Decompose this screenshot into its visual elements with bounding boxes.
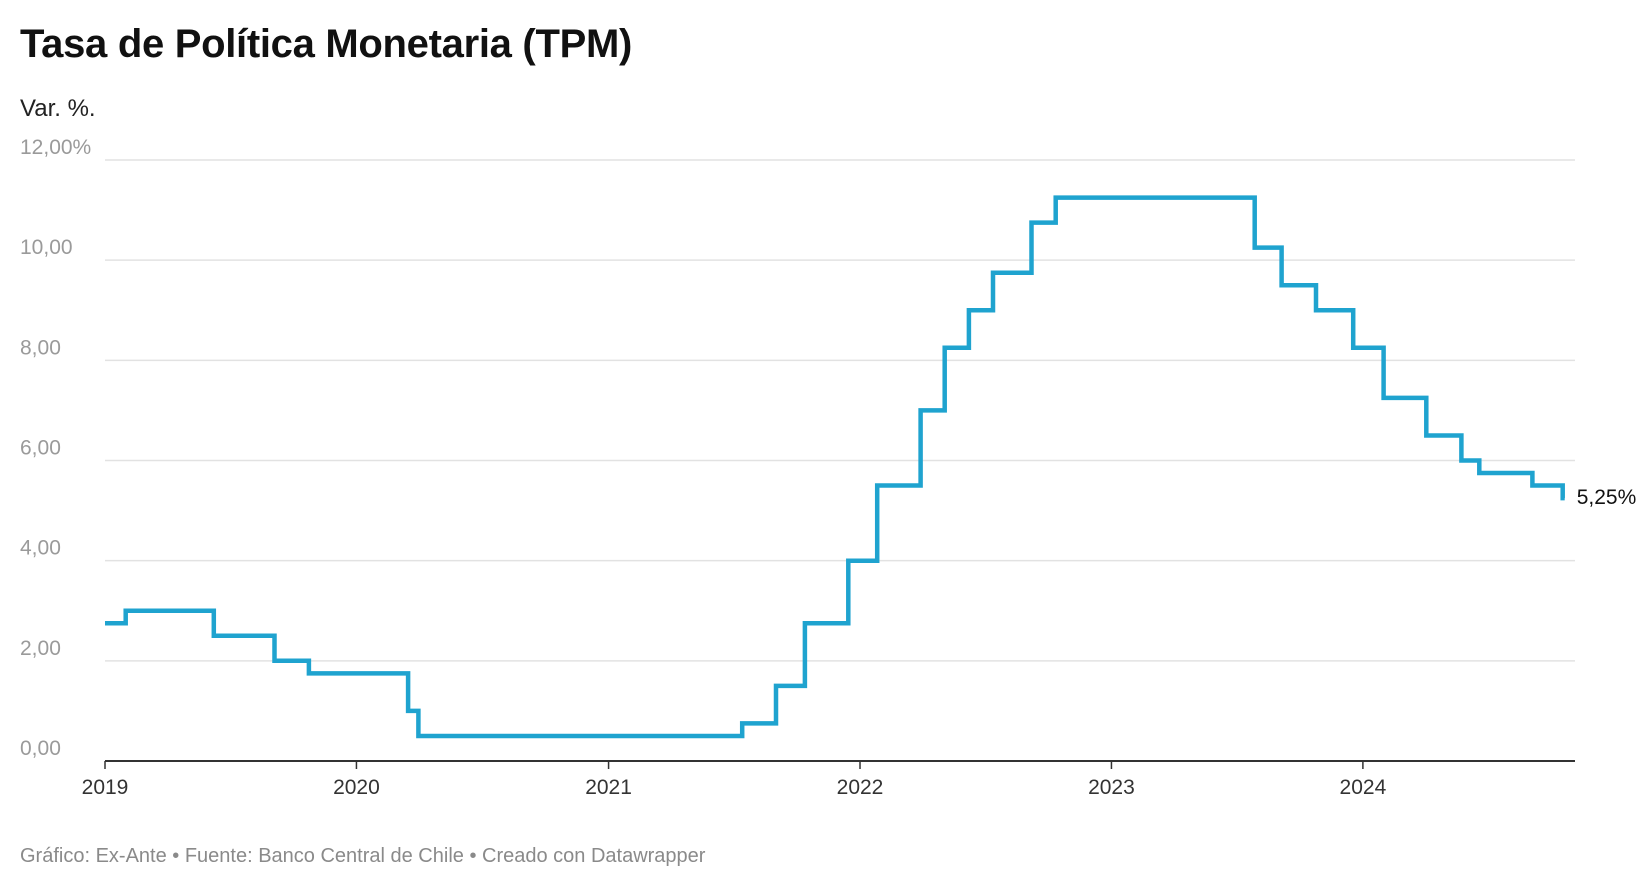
x-tick-label: 2024 <box>1340 776 1387 799</box>
y-tick-label: 8,00 <box>20 336 61 359</box>
x-tick-label: 2020 <box>333 776 380 799</box>
y-tick-label: 0,00 <box>20 737 61 760</box>
x-tick-label: 2023 <box>1088 776 1135 799</box>
chart-title: Tasa de Política Monetaria (TPM) <box>20 22 633 66</box>
chart-subtitle: Var. %. <box>20 95 96 122</box>
x-axis-tick-labels: 2019 2020 2021 2022 2023 2024 <box>82 761 1387 799</box>
x-tick-label: 2021 <box>585 776 632 799</box>
end-value-label: 5,25% <box>1577 486 1637 509</box>
y-tick-label: 6,00 <box>20 437 61 460</box>
annotations: 5,25% <box>1577 486 1637 509</box>
y-tick-label: 10,00 <box>20 236 73 259</box>
gridlines <box>105 159 1575 662</box>
y-tick-label: 4,00 <box>20 537 61 560</box>
x-tick-label: 2019 <box>82 776 129 799</box>
x-tick-label: 2022 <box>837 776 884 799</box>
y-tick-label: 12,00% <box>20 136 91 159</box>
chart-footer: Gráfico: Ex-Ante • Fuente: Banco Central… <box>20 845 706 867</box>
y-tick-label: 2,00 <box>20 637 61 660</box>
series-line-tpm <box>105 195 1565 739</box>
y-axis-tick-labels: 0,00 2,00 4,00 6,00 8,00 10,00 12,00% <box>20 136 91 760</box>
